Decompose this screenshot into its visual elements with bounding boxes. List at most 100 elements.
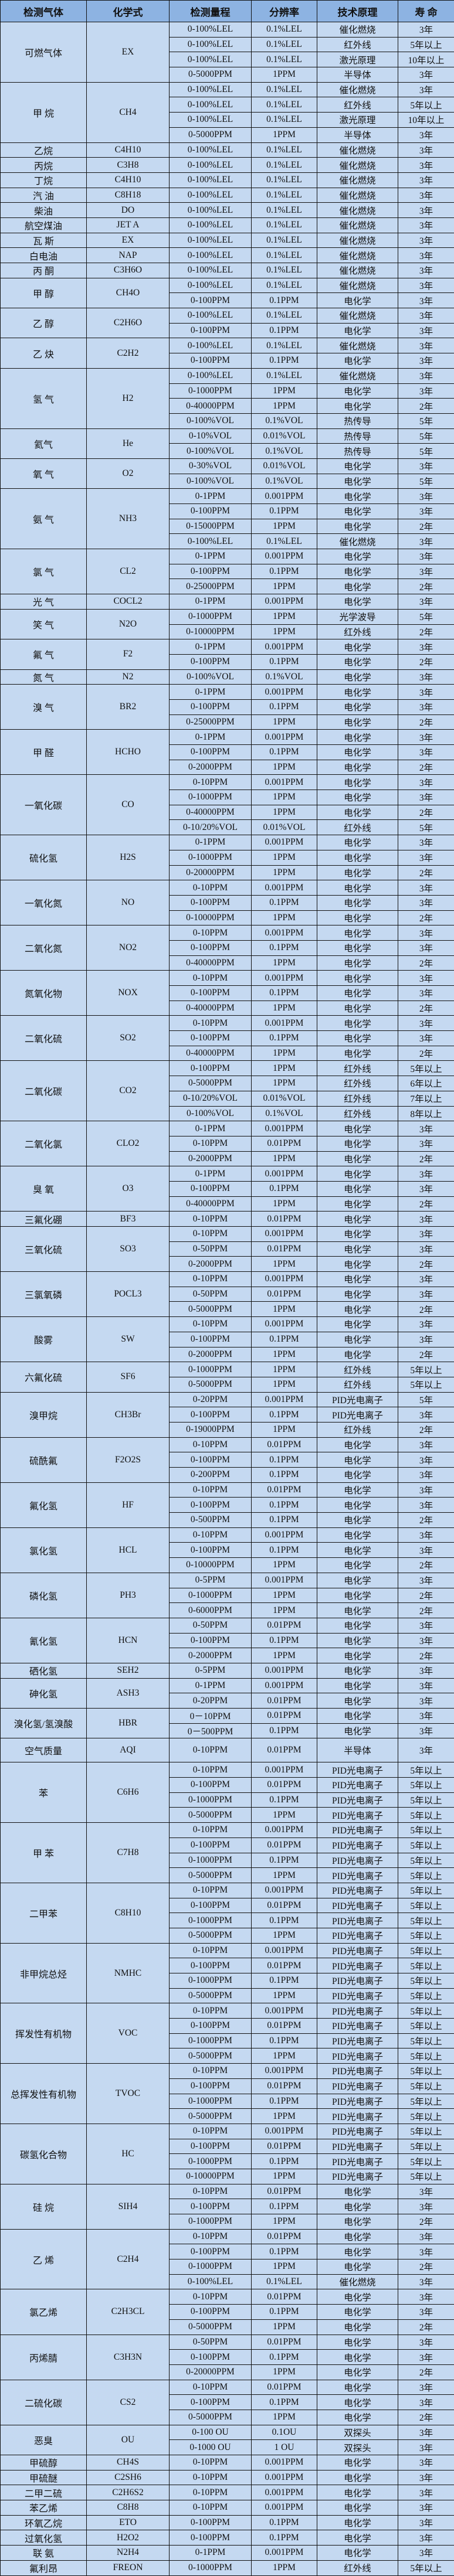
range-cell: 0-1PPM [170,594,252,610]
principle-cell: 催化燃烧 [317,82,398,97]
resolution-cell: 1PPM [252,624,317,639]
formula-cell: POCL3 [87,1272,170,1317]
lifetime-cell: 5年以上 [398,1762,454,1778]
resolution-cell: 1PPM [252,910,317,925]
range-cell: 0-100 OU [170,2425,252,2440]
principle-cell: 电化学 [317,1558,398,1573]
resolution-cell: 0.1PPM [252,2395,317,2410]
resolution-cell: 0.1%LEL [252,233,317,248]
principle-cell: 电化学 [317,2214,398,2230]
lifetime-cell: 3年 [398,1663,454,1678]
resolution-cell: 0.1PPM [252,1913,317,1928]
range-cell: 0-100%LEL [170,338,252,353]
principle-cell: 电化学 [317,2199,398,2214]
lifetime-cell: 5年以上 [398,2109,454,2124]
resolution-cell: 1PPM [252,1928,317,1943]
range-cell: 0-10PPM [170,1016,252,1031]
principle-cell: 电化学 [317,2244,398,2259]
principle-cell: PID光电离子 [317,2109,398,2124]
principle-cell: 电化学 [317,1227,398,1242]
formula-cell: F2 [87,639,170,669]
principle-cell: PID光电离子 [317,1823,398,1838]
principle-cell: 电化学 [317,639,398,655]
lifetime-cell: 3年 [398,172,454,188]
formula-cell: CS2 [87,2380,170,2425]
lifetime-cell: 5年以上 [398,2064,454,2079]
lifetime-cell: 3年 [398,730,454,745]
resolution-cell: 1PPM [252,714,317,730]
range-cell: 0-5PPM [170,1663,252,1678]
range-cell: 0-40000PPM [170,1001,252,1016]
lifetime-cell: 3年 [398,338,454,353]
range-cell: 0-2000PPM [170,760,252,775]
range-cell: 0-10PPM [170,1437,252,1452]
gas-name-cell: 甲硫醇 [1,2455,87,2470]
principle-cell: 催化燃烧 [317,217,398,233]
resolution-cell: 0.001PPM [252,1392,317,1407]
gas-name-cell: 溴甲烷 [1,1392,87,1437]
resolution-cell: 0.1%LEL [252,172,317,188]
resolution-cell: 1PPM [252,609,317,624]
resolution-cell: 0.1%VOL [252,1106,317,1121]
resolution-cell: 1PPM [252,2364,317,2380]
resolution-cell: 1PPM [252,1362,317,1377]
lifetime-cell: 3年 [398,1227,454,1242]
lifetime-cell: 3年 [398,233,454,248]
range-cell: 0-10/20%VOL [170,820,252,835]
resolution-cell: 0.1%LEL [252,2274,317,2289]
lifetime-cell: 3年 [398,1272,454,1287]
range-cell: 0-20000PPM [170,2364,252,2380]
range-cell: 0-2000PPM [170,1648,252,1663]
lifetime-cell: 3年 [398,2289,454,2305]
resolution-cell: 0.1PPM [252,1513,317,1528]
lifetime-cell: 5年以上 [398,1913,454,1928]
formula-cell: H2O2 [87,2530,170,2546]
gas-name-cell: 甲 苯 [1,1823,87,1883]
range-cell: 0-100%LEL [170,534,252,549]
range-cell: 0-100%LEL [170,142,252,158]
principle-cell: 催化燃烧 [317,308,398,324]
range-cell: 0-5000PPM [170,1808,252,1823]
range-cell: 0-100PPM [170,1407,252,1423]
gas-name-cell: 二氧化氮 [1,925,87,971]
range-cell: 0-1000PPM [170,609,252,624]
gas-name-cell: 砷化氢 [1,1678,87,1708]
lifetime-cell: 3年 [398,1738,454,1762]
formula-cell: C2SH6 [87,2470,170,2485]
range-cell: 0-5000PPM [170,67,252,83]
formula-cell: TVOC [87,2064,170,2124]
range-cell: 0-1000PPM [170,1853,252,1868]
formula-cell: NO2 [87,925,170,971]
principle-cell: 电化学 [317,1317,398,1332]
range-cell: 0-100PPM [170,1452,252,1468]
resolution-cell: 0.01%VOL [252,820,317,835]
formula-cell: CH4O [87,278,170,308]
lifetime-cell: 3年 [398,1723,454,1738]
resolution-cell: 0.1%VOL [252,413,317,428]
gas-name-cell: 乙 醇 [1,308,87,338]
range-cell: 0-5PPM [170,1573,252,1588]
lifetime-cell: 3年 [398,940,454,955]
principle-cell: 红外线 [317,820,398,835]
range-cell: 0-100PPM [170,504,252,519]
lifetime-cell: 5年以上 [398,1837,454,1853]
lifetime-cell: 3年 [398,1618,454,1633]
range-cell: 0-1PPM [170,685,252,700]
resolution-cell: 0.1%VOL [252,669,317,685]
formula-cell: C2H6O [87,308,170,338]
lifetime-cell: 3年 [398,1633,454,1648]
gas-name-cell: 氰化氢 [1,1618,87,1663]
gas-name-cell: 二甲苯 [1,1883,87,1943]
formula-cell: CLO2 [87,1121,170,1166]
range-cell: 0-100PPM [170,2530,252,2546]
resolution-cell: 0.1%VOL [252,474,317,489]
principle-cell: PID光电离子 [317,1778,398,1793]
gas-name-cell: 二氧化氯 [1,1121,87,1166]
